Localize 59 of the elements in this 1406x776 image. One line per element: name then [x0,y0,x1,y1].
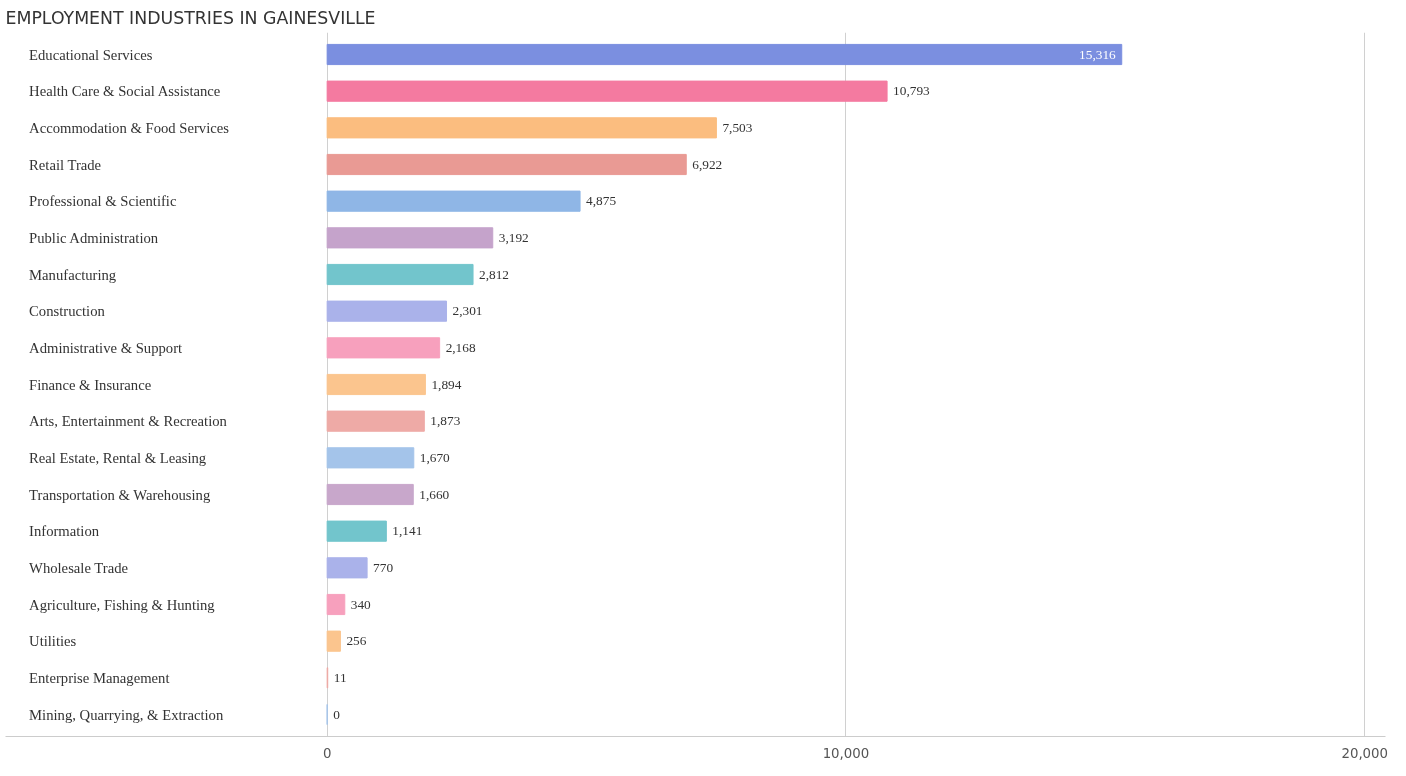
data-label: 2,168 [445,339,476,355]
y-tick-label: Administrative & Support [29,339,183,356]
data-label: 2,812 [479,266,510,282]
data-label: 1,141 [392,523,423,539]
y-tick-label: Information [29,523,100,540]
y-tick-label: Professional & Scientific [29,193,177,210]
data-label: 1,670 [419,449,451,465]
y-tick-label: Agriculture, Fishing & Hunting [29,596,216,613]
data-label: 1,894 [431,376,462,392]
data-label: 6,922 [692,156,723,172]
bar [326,557,368,579]
x-tick-label: 0 [322,745,332,761]
bar [326,337,441,359]
y-tick-label: Transportation & Warehousing [29,486,211,503]
x-tick-label: 20,000 [1341,745,1389,761]
y-tick-label: Enterprise Management [29,669,170,686]
data-label: 4,875 [586,193,617,209]
data-label: 1,660 [419,486,450,502]
y-tick-label: Wholesale Trade [29,559,128,576]
data-label: 1,873 [430,413,461,429]
bar [326,80,888,102]
data-label: 15,316 [1079,46,1117,62]
y-tick-label: Accommodation & Food Services [29,119,230,136]
bar [326,43,1123,66]
data-label: 256 [346,633,367,649]
bar [326,117,717,139]
y-tick-label: Manufacturing [29,266,117,283]
bar [326,190,581,212]
y-tick-label: Health Care & Social Assistance [29,83,221,100]
y-tick-label: Mining, Quarrying, & Extraction [29,706,224,723]
bar [326,300,448,322]
bar [326,410,425,432]
bar [326,153,687,176]
data-label: 0 [333,706,341,722]
data-label: 770 [373,559,394,575]
bar [326,483,414,506]
chart-title: EMPLOYMENT INDUSTRIES IN GAINESVILLE [5,7,376,28]
y-tick-label: Finance & Insurance [29,376,152,393]
y-tick-label: Educational Services [29,46,153,63]
bar [326,373,426,396]
data-label: 10,793 [893,83,931,99]
data-label: 2,301 [452,303,483,319]
y-tick-label: Utilities [29,633,77,650]
bar [326,630,341,652]
y-tick-label: Arts, Entertainment & Recreation [29,413,228,430]
y-tick-label: Retail Trade [29,156,102,173]
data-label: 11 [333,669,347,685]
bar [326,227,494,249]
x-tick-label: 10,000 [822,745,870,761]
bar [326,593,346,616]
data-label: 340 [350,596,372,612]
y-tick-label: Construction [29,303,106,320]
bar [326,263,474,286]
bar [326,447,415,469]
bar [326,520,387,542]
y-tick-label: Public Administration [29,229,159,246]
data-label: 7,503 [722,119,753,135]
data-label: 3,192 [498,229,529,245]
y-tick-label: Real Estate, Rental & Leasing [29,449,207,466]
